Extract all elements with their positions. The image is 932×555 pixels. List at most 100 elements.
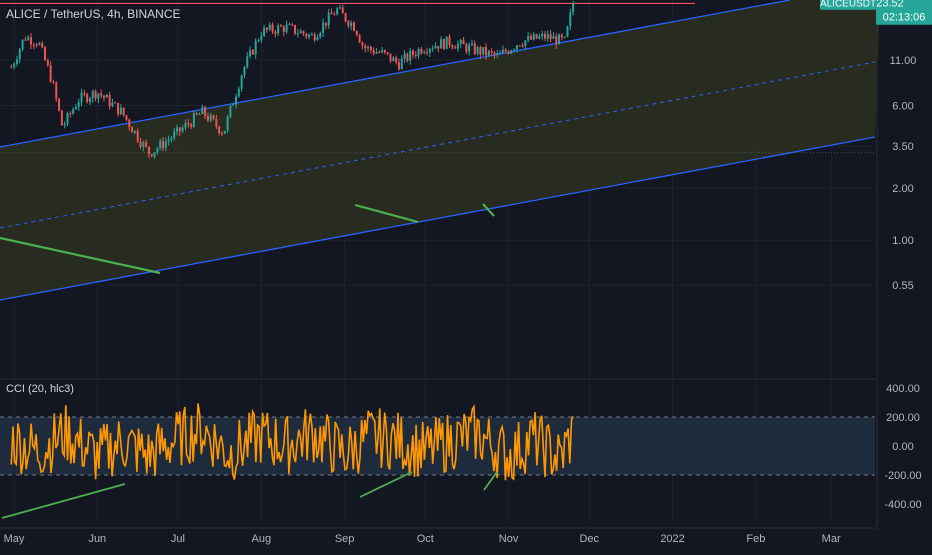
candle xyxy=(327,12,330,26)
time-tick-label: Feb xyxy=(746,533,765,545)
candle xyxy=(367,46,370,49)
candle xyxy=(46,60,49,66)
candle xyxy=(310,34,313,36)
candle xyxy=(167,139,170,142)
candle xyxy=(487,50,490,56)
cci-tick-label: -200.00 xyxy=(884,470,921,482)
candle xyxy=(80,92,83,103)
cci-line xyxy=(10,403,574,481)
candle xyxy=(437,45,440,49)
cci-trendline xyxy=(483,471,498,491)
candle xyxy=(473,43,476,54)
candle xyxy=(375,51,378,54)
candle xyxy=(552,36,555,40)
candle xyxy=(206,116,209,121)
candle xyxy=(240,75,243,89)
time-tick-label: Aug xyxy=(252,533,272,545)
candle xyxy=(541,33,544,37)
candle xyxy=(479,47,482,55)
time-tick-label: 2022 xyxy=(660,533,684,545)
candle xyxy=(111,102,114,107)
candle xyxy=(254,40,257,55)
candle xyxy=(338,7,341,9)
candle xyxy=(535,34,538,39)
candle xyxy=(114,102,117,104)
candle xyxy=(86,94,89,102)
candle xyxy=(302,31,305,34)
cci-title: CCI (20, hlc3) xyxy=(6,383,74,395)
candle xyxy=(125,115,128,120)
price-tick-label: 1.00 xyxy=(892,235,913,247)
channel-lower-line xyxy=(0,136,876,301)
candle xyxy=(226,116,229,131)
candle xyxy=(108,95,111,107)
candle xyxy=(459,40,462,44)
time-tick-label: May xyxy=(4,533,25,545)
candle xyxy=(142,142,145,147)
channel-upper-line xyxy=(0,0,791,148)
candle xyxy=(386,52,389,54)
candle xyxy=(529,36,532,40)
candle xyxy=(392,57,395,62)
candle xyxy=(223,130,226,134)
candle xyxy=(532,34,535,40)
candle xyxy=(428,48,431,53)
candle xyxy=(58,98,61,111)
candle xyxy=(277,25,280,34)
price-trendlines xyxy=(0,203,495,275)
candle xyxy=(544,33,547,39)
candle xyxy=(218,126,221,134)
candle xyxy=(159,140,162,149)
divergence-trendline xyxy=(354,203,419,224)
time-tick-label: Dec xyxy=(579,533,599,545)
cci-trendline xyxy=(359,471,413,498)
candle xyxy=(271,24,274,32)
channel-fill xyxy=(0,0,880,300)
candle xyxy=(563,36,566,38)
candle xyxy=(153,152,156,157)
candle xyxy=(322,22,325,33)
candle xyxy=(44,47,47,61)
price-tick-label: 0.55 xyxy=(892,280,913,292)
candle xyxy=(308,34,311,37)
candle xyxy=(510,50,513,54)
candle xyxy=(35,44,38,46)
candle xyxy=(274,31,277,34)
candle xyxy=(504,49,507,52)
candle xyxy=(260,35,263,41)
candle xyxy=(558,34,561,45)
candle xyxy=(229,105,232,117)
candle xyxy=(60,110,63,126)
candle xyxy=(282,26,285,32)
chart-title: ALICE / TetherUS, 4h, BINANCE xyxy=(6,7,181,21)
candle xyxy=(406,53,409,61)
candle xyxy=(265,27,268,30)
divergence-trendline xyxy=(482,203,495,217)
candle xyxy=(243,66,246,76)
candle xyxy=(27,37,30,41)
candle xyxy=(448,36,451,46)
candle xyxy=(423,52,426,54)
candle xyxy=(378,51,381,53)
candle xyxy=(358,35,361,43)
candle xyxy=(181,127,184,132)
candle xyxy=(18,49,21,60)
candle xyxy=(173,131,176,139)
candle xyxy=(417,48,420,56)
candle xyxy=(263,27,266,36)
candle xyxy=(21,39,24,50)
candle xyxy=(178,127,181,132)
candle xyxy=(476,47,479,54)
candle xyxy=(29,37,32,45)
candle xyxy=(100,93,103,96)
candle xyxy=(409,50,412,61)
candle xyxy=(411,50,414,55)
candle xyxy=(13,63,16,68)
candle xyxy=(518,45,521,47)
candle xyxy=(192,113,195,127)
last-price-label: 23.52 xyxy=(876,0,904,10)
candle xyxy=(291,24,294,26)
candle xyxy=(220,133,223,135)
